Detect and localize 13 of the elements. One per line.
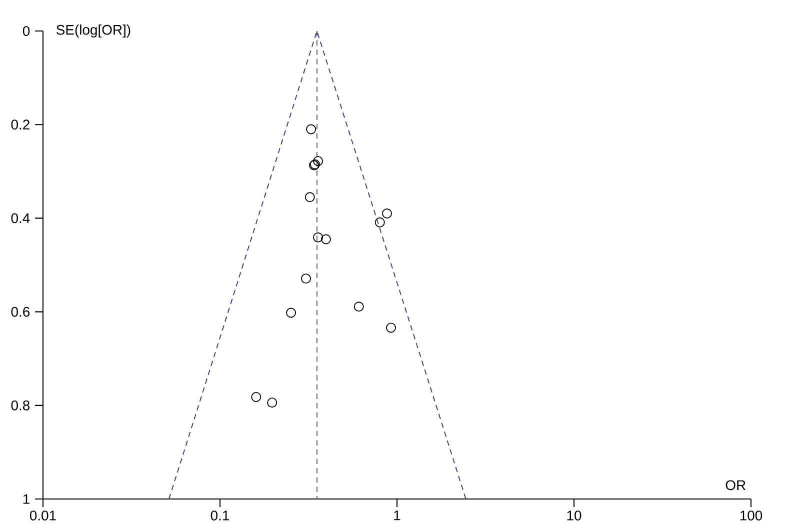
x-tick-label: 0.01 (30, 510, 56, 520)
y-tick-label: 0.6 (11, 306, 30, 317)
x-tick-label: 0.1 (210, 510, 229, 520)
x-tick-label: 100 (740, 510, 762, 520)
x-axis-title: OR (726, 480, 746, 490)
x-tick-label: 10 (567, 510, 582, 520)
y-tick-label: 0.4 (11, 213, 30, 224)
y-tick-label: 0.8 (11, 400, 30, 410)
y-tick-label: 0 (22, 26, 30, 36)
y-tick-label: 1 (23, 494, 30, 504)
x-tick-label: 1 (394, 510, 400, 520)
y-tick-label: 0.2 (11, 120, 30, 130)
y-axis-title: SE(log[OR]) (56, 24, 130, 38)
